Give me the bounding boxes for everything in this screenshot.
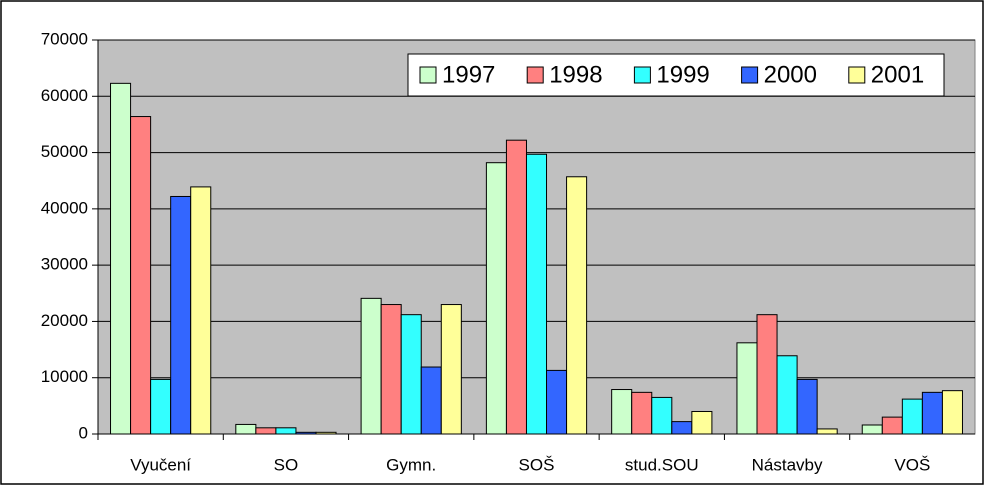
bar	[671, 421, 693, 435]
bar	[776, 355, 798, 435]
legend-swatch	[848, 66, 866, 84]
legend-swatch	[419, 66, 437, 84]
legend-swatch	[526, 66, 544, 84]
bar	[380, 304, 402, 435]
legend-label: 1997	[442, 61, 495, 88]
bar	[651, 396, 673, 435]
bar	[861, 424, 883, 435]
bar	[275, 427, 297, 435]
bar	[150, 378, 172, 435]
bar	[921, 391, 943, 435]
x-tick-label: Nástavby	[752, 455, 823, 474]
y-tick-label: 60000	[41, 86, 88, 105]
y-tick-label: 0	[79, 423, 88, 442]
bar	[420, 366, 442, 435]
x-tick-label: Vyučení	[130, 455, 191, 474]
bar	[505, 139, 527, 435]
bar	[295, 431, 317, 435]
bar	[566, 176, 588, 435]
bar	[901, 398, 923, 435]
legend-label: 2001	[871, 61, 924, 88]
bar	[255, 427, 277, 435]
bar	[756, 314, 778, 435]
bar	[525, 153, 548, 435]
bar	[170, 195, 192, 435]
bar	[691, 410, 713, 435]
y-tick-label: 20000	[41, 311, 88, 330]
bar	[796, 378, 818, 435]
bar	[816, 428, 838, 435]
y-tick-label: 10000	[41, 367, 88, 386]
legend-label: 1998	[549, 61, 602, 88]
bar	[611, 389, 633, 435]
x-tick-label: Gymn.	[386, 455, 436, 474]
x-tick-label: SO	[274, 455, 299, 474]
bar	[190, 186, 212, 435]
legend-label: 1999	[656, 61, 709, 88]
bar	[235, 423, 257, 435]
bar	[631, 391, 653, 435]
bar	[941, 390, 963, 435]
legend: 1997 1998 1999 2000 2001	[407, 53, 945, 97]
bar	[485, 162, 507, 435]
x-tick-label: stud.SOU	[625, 455, 699, 474]
bar	[546, 369, 568, 435]
bar	[315, 431, 337, 435]
y-tick-label: 50000	[41, 142, 88, 161]
bar	[360, 297, 382, 435]
x-tick-label: VOŠ	[894, 455, 930, 474]
x-tick-label: SOŠ	[519, 455, 555, 474]
legend-label: 2000	[764, 61, 817, 88]
legend-swatch	[741, 66, 759, 84]
bar	[736, 342, 758, 435]
legend-swatch	[633, 66, 651, 84]
bar	[400, 314, 422, 435]
bar	[881, 416, 903, 435]
y-tick-label: 70000	[41, 29, 88, 48]
y-tick-label: 40000	[41, 198, 88, 217]
bar	[440, 304, 462, 435]
bar	[110, 82, 132, 435]
y-tick-label: 30000	[41, 255, 88, 274]
bar	[130, 116, 152, 435]
